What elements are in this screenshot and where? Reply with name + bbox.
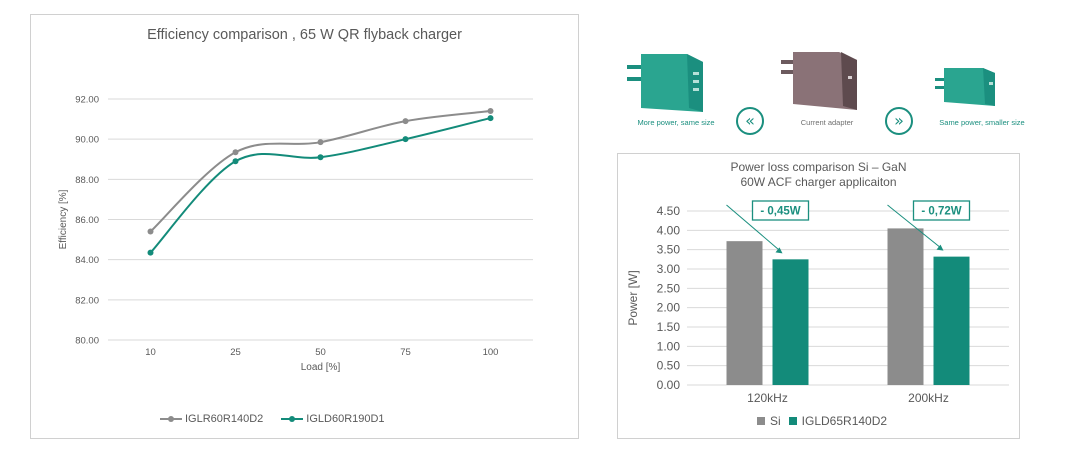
annotation-arrow-line — [887, 204, 941, 249]
adapter-more-power-icon — [627, 54, 703, 112]
power-loss-chart-title-line2: 60W ACF charger applicaiton — [740, 175, 897, 189]
x-tick-label: 100 — [483, 347, 499, 358]
x-tick-label: 10 — [145, 347, 156, 358]
legend-item: IGLR60R140D2 — [160, 413, 263, 425]
data-point-1 — [402, 118, 409, 125]
adapter-size-illustration — [627, 52, 995, 112]
y-tick-label: 1.00 — [657, 339, 681, 353]
x-tick-label: 25 — [230, 347, 241, 358]
data-point-2 — [147, 249, 154, 256]
annotation-label: - 0,72W — [921, 206, 961, 218]
annotation-arrow-head — [936, 244, 944, 251]
data-point-1 — [487, 108, 494, 115]
y-tick-label: 3.50 — [657, 243, 681, 257]
adapter-label-smaller: Same power, smaller size — [939, 118, 1025, 127]
y-tick-label: 4.00 — [657, 223, 681, 237]
data-point-2 — [487, 115, 494, 122]
adapter-current-icon — [781, 52, 857, 110]
x-tick-label: 50 — [315, 347, 326, 358]
annotation-label: - 0,45W — [760, 206, 800, 218]
y-axis-label: Efficiency [%] — [58, 189, 69, 249]
y-tick-label: 2.50 — [657, 281, 681, 295]
y-tick-label: 90.00 — [75, 135, 99, 146]
bar-si — [726, 241, 763, 385]
y-tick-label: 1.50 — [657, 320, 681, 334]
data-point-1 — [232, 149, 239, 156]
bar-igld65r140d2 — [933, 256, 970, 385]
annotation-arrow-head — [775, 247, 783, 254]
bar-si — [887, 228, 924, 385]
y-axis-label: Power [W] — [626, 270, 640, 325]
x-tick-label: 75 — [400, 347, 411, 358]
legend-item: IGLD60R190D1 — [281, 413, 385, 425]
y-tick-label: 80.00 — [75, 336, 99, 347]
double-chevron-right-icon[interactable]: » — [885, 107, 913, 135]
power-loss-chart-legend: Si IGLD65R140D2 — [757, 414, 895, 428]
adapter-label-current: Current adapter — [800, 118, 854, 127]
y-tick-label: 0.00 — [657, 378, 681, 392]
legend-label: IGLD65R140D2 — [801, 414, 888, 428]
efficiency-chart-plot: 80.00 82.00 84.00 86.00 88.00 90.00 92.00 10 25 5… — [58, 95, 533, 373]
data-point-1 — [317, 139, 324, 146]
y-tick-label: 4.50 — [657, 204, 681, 218]
efficiency-chart-panel: Efficiency comparison , 65 W QR flyback … — [30, 14, 579, 439]
x-tick-label: 120kHz — [747, 391, 788, 405]
annotation-box — [751, 200, 810, 221]
adapter-label-more-power: More power, same size — [637, 118, 715, 127]
y-tick-label: 82.00 — [75, 295, 99, 306]
legend-line-marker — [281, 414, 304, 424]
series-line-1 — [149, 110, 491, 233]
data-point-2 — [317, 154, 324, 161]
power-loss-chart-title-line1: Power loss comparison Si – GaN — [730, 160, 907, 174]
x-axis-label: Load [%] — [301, 362, 341, 373]
legend-item: IGLD65R140D2 — [788, 414, 888, 428]
y-tick-label: 92.00 — [75, 95, 99, 106]
legend-line-marker — [160, 414, 182, 424]
legend-label: IGLR60R140D2 — [185, 413, 264, 425]
power-loss-chart-plot: 0.00 0.50 1.00 1.50 2.00 2.50 3.00 3.50 4.00 4.50… — [626, 200, 1009, 405]
legend-item: Si — [757, 414, 781, 428]
y-tick-label: 3.00 — [657, 262, 681, 276]
series-line-2 — [149, 117, 491, 254]
legend-swatch — [757, 417, 765, 425]
y-tick-label: 84.00 — [75, 255, 99, 266]
bar-igld65r140d2 — [772, 259, 809, 385]
y-tick-label: 86.00 — [75, 215, 99, 226]
annotation-arrow-line — [726, 204, 780, 251]
double-chevron-left-icon[interactable]: « — [736, 107, 764, 135]
efficiency-chart-legend: IGLR60R140D2 IGLD60R190D1 — [160, 413, 403, 425]
data-point-1 — [147, 228, 154, 235]
legend-swatch — [788, 417, 797, 425]
legend-label: IGLD60R190D1 — [306, 413, 385, 425]
annotation-box — [912, 200, 971, 221]
adapter-smaller-icon — [935, 68, 995, 106]
legend-label: Si — [770, 414, 781, 428]
y-tick-label: 2.00 — [657, 301, 681, 315]
y-tick-label: 88.00 — [75, 175, 99, 186]
data-point-2 — [402, 136, 409, 143]
data-point-2 — [232, 158, 239, 165]
x-tick-label: 200kHz — [908, 391, 949, 405]
efficiency-chart-title: Efficiency comparison , 65 W QR flyback … — [147, 27, 462, 43]
y-tick-label: 0.50 — [657, 359, 681, 373]
